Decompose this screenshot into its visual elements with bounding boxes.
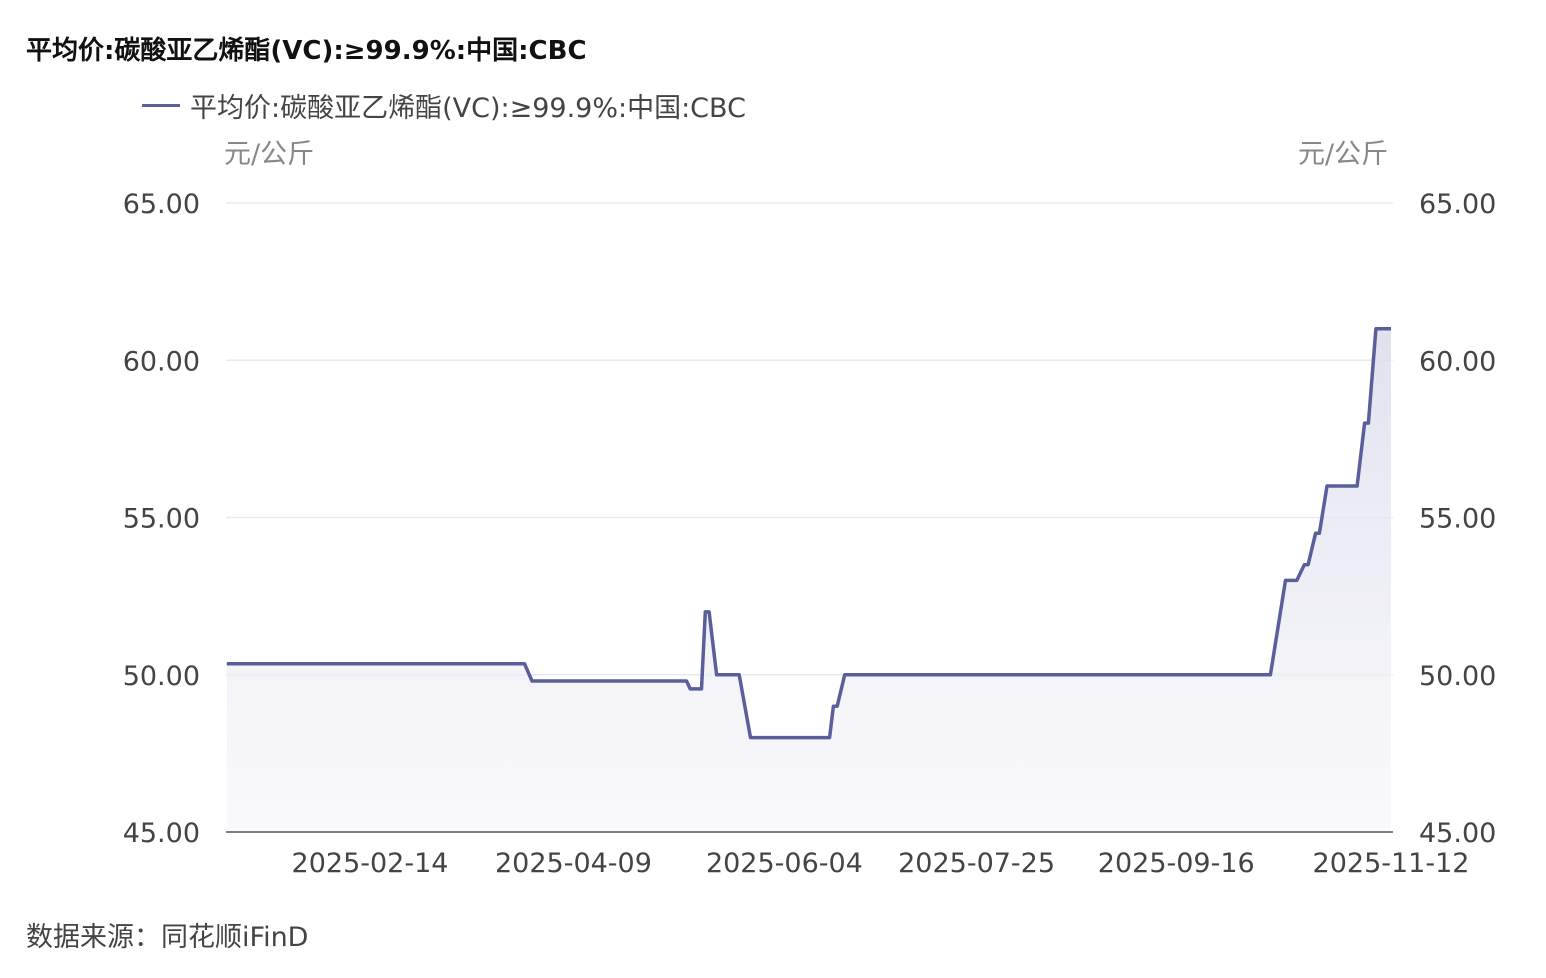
chart-title: 平均价:碳酸亚乙烯酯(VC):≥99.9%:中国:CBC [26,36,587,66]
data-source: 数据来源：同花顺iFinD [26,922,309,953]
x-tick-label: 2025-06-04 [706,848,863,879]
y-tick-label-left: 60.00 [123,346,200,377]
y-tick-label-right: 65.00 [1419,189,1496,220]
y-tick-label-left: 50.00 [123,661,200,692]
left-axis-unit: 元/公斤 [224,139,315,170]
legend-label: 平均价:碳酸亚乙烯酯(VC):≥99.9%:中国:CBC [190,93,746,124]
y-tick-label-left: 45.00 [123,818,200,849]
y-tick-label-left: 65.00 [123,189,200,220]
y-tick-label-left: 55.00 [123,504,200,535]
right-axis-unit: 元/公斤 [1298,139,1389,170]
plot-area: 45.00 45.00 50.00 50.00 55.00 55.00 60.00 60.00… [123,189,1497,879]
y-tick-label-right: 50.00 [1419,661,1496,692]
y-tick-label-right: 45.00 [1419,818,1496,849]
y-tick-label-right: 55.00 [1419,504,1496,535]
x-tick-label: 2025-02-14 [292,848,449,879]
legend-item[interactable]: 平均价:碳酸亚乙烯酯(VC):≥99.9%:中国:CBC [142,86,746,125]
legend-line-swatch [142,104,180,107]
series-line [226,327,1391,740]
x-tick-label: 2025-11-12 [1313,848,1470,879]
x-tick-label: 2025-07-25 [898,848,1055,879]
area-fill [226,328,1391,832]
x-tick-label: 2025-09-16 [1098,848,1255,879]
x-tick-label: 2025-04-09 [495,848,652,879]
y-tick-label-right: 60.00 [1419,346,1496,377]
